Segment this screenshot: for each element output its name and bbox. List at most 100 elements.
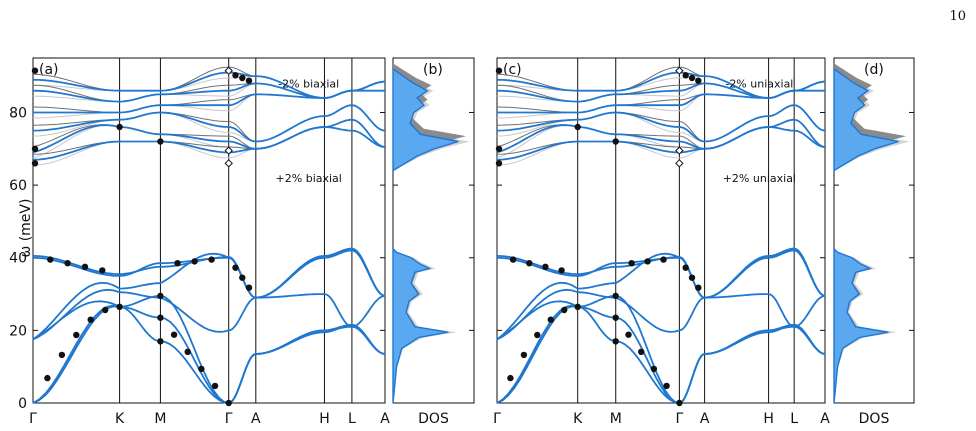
kpath-label: Γ xyxy=(493,411,501,427)
experimental-point xyxy=(612,314,619,321)
dos-fill-blue-high xyxy=(833,68,899,172)
kpath-label: L xyxy=(348,411,356,427)
experimental-point xyxy=(31,145,39,152)
experimental-point xyxy=(509,256,517,263)
kpath-label: A xyxy=(700,411,710,427)
kpath-label: K xyxy=(573,411,583,427)
branch-light-1 xyxy=(32,305,386,404)
dos-fill-blue-low xyxy=(833,248,889,404)
branch-blue-9 xyxy=(32,104,386,143)
experimental-point xyxy=(87,316,94,323)
kpath-label: K xyxy=(115,411,125,427)
experimental-point xyxy=(225,399,232,407)
dos-xlabel: DOS xyxy=(859,411,890,427)
branch-blue-7 xyxy=(32,126,386,161)
experimental-point xyxy=(695,284,702,291)
strain-annotation-bottom: +2% biaxial xyxy=(276,172,342,185)
experimental-point xyxy=(58,351,66,359)
dos-frame xyxy=(392,57,475,404)
branch-blue-6 xyxy=(32,247,386,299)
dispersion-panel-a: Γ K M Γ A H L A 0 20 40 60 80 (a) -2% biaxial +2% biaxi… xyxy=(9,57,390,427)
experimental-point xyxy=(64,260,71,267)
experimental-point xyxy=(239,274,246,281)
branches-dark xyxy=(32,66,386,404)
branch-blue-12 xyxy=(32,71,386,99)
experimental-point xyxy=(644,258,651,265)
experimental-point xyxy=(99,267,106,274)
y-axis-label: ω (meV) xyxy=(18,199,34,258)
kpath-label: A xyxy=(251,411,261,427)
branch-blue-2 xyxy=(496,300,826,404)
experimental-point xyxy=(663,382,670,390)
experimental-point xyxy=(245,77,253,84)
experimental-point xyxy=(184,348,191,355)
experimental-point xyxy=(232,72,239,79)
panel-label: (d) xyxy=(864,62,884,78)
panel-frame xyxy=(496,57,826,404)
experimental-point xyxy=(534,331,541,339)
branch-blue-8 xyxy=(32,118,386,154)
y-tick-label: 40 xyxy=(9,251,27,267)
branch-dark-1 xyxy=(496,305,826,404)
kpath-label: Γ xyxy=(29,411,37,427)
branches-dark xyxy=(496,66,826,404)
kpath-label: Γ xyxy=(225,411,233,427)
experimental-point xyxy=(561,306,568,314)
experimental-point xyxy=(695,77,702,84)
dispersion-panel-c: Γ K M Γ A H L A (c) -2% uniaxial +2% uniaxial xyxy=(493,57,830,427)
kpath-label: L xyxy=(790,411,798,427)
open-diamond-point xyxy=(224,159,233,168)
experimental-point xyxy=(676,399,683,407)
experimental-points xyxy=(31,66,253,407)
experimental-point xyxy=(495,67,503,74)
experimental-point xyxy=(574,303,581,310)
open-diamond-point xyxy=(675,146,684,155)
y-axis-label-group: ω (meV) xyxy=(18,199,34,258)
experimental-point xyxy=(239,74,246,82)
kpath-label: A xyxy=(820,411,830,427)
dos-frame xyxy=(833,57,915,404)
experimental-point xyxy=(612,292,619,300)
branch-blue-2 xyxy=(32,300,386,404)
experimental-point xyxy=(232,264,239,271)
kpath-label: M xyxy=(610,411,622,427)
experimental-point xyxy=(102,306,109,314)
branch-blue-9 xyxy=(496,104,826,143)
experimental-point xyxy=(191,258,198,265)
experimental-points xyxy=(495,66,702,407)
experimental-point xyxy=(542,263,549,270)
open-diamond-point xyxy=(675,66,684,75)
panel-label: (b) xyxy=(423,62,443,78)
open-diamond-point xyxy=(224,146,233,155)
kpath-label: Γ xyxy=(675,411,683,427)
dos-panel-b: (b) DOS xyxy=(392,57,475,427)
kpath-label: H xyxy=(763,411,774,427)
experimental-point xyxy=(157,138,164,145)
experimental-point xyxy=(612,338,619,345)
experimental-point xyxy=(31,67,39,74)
experimental-point xyxy=(526,260,533,267)
branch-blue-1 xyxy=(32,304,386,404)
dos-fill-blue-high xyxy=(392,68,459,172)
experimental-point xyxy=(47,256,54,263)
kpath-label: A xyxy=(380,411,390,427)
experimental-point xyxy=(682,264,689,271)
experimental-point xyxy=(547,316,554,323)
branch-blue-12 xyxy=(496,71,826,99)
experimental-point xyxy=(198,365,205,373)
experimental-point xyxy=(628,260,635,267)
branch-blue-6 xyxy=(496,247,826,299)
y-tick-label: 80 xyxy=(9,105,27,121)
experimental-point xyxy=(116,123,123,131)
panel-label: (c) xyxy=(503,62,522,78)
kpath-label: H xyxy=(319,411,330,427)
experimental-point xyxy=(495,145,503,152)
experimental-point xyxy=(625,331,632,338)
branch-blue-3 xyxy=(496,288,826,341)
open-diamond-point xyxy=(675,159,684,168)
experimental-point xyxy=(245,284,253,291)
experimental-point xyxy=(157,292,164,300)
panel-frame xyxy=(32,57,386,404)
experimental-point xyxy=(81,263,89,270)
